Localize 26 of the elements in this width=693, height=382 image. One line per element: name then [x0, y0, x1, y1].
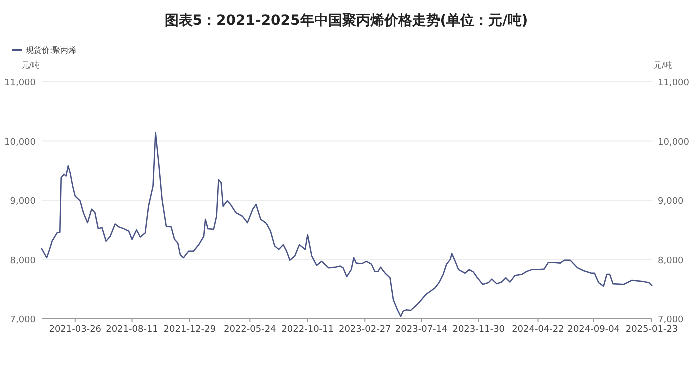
xtick: 2025-01-23 — [626, 325, 678, 335]
ylabel: 元/吨 — [21, 61, 40, 70]
legend: 现货价:聚丙烯 — [12, 46, 77, 55]
ytick: 11,000 — [4, 78, 36, 88]
y2tick: 7,000 — [658, 316, 684, 326]
ytick: 10,000 — [4, 138, 36, 148]
legend-label: 现货价:聚丙烯 — [26, 46, 77, 55]
xtick: 2024-04-22 — [512, 325, 564, 335]
title: 图表5：2021-2025年中国聚丙烯价格走势(单位：元/吨) — [164, 13, 528, 29]
y2label: 元/吨 — [654, 61, 673, 70]
xtick: 2023-07-14 — [395, 325, 448, 335]
xtick: 2021-08-11 — [106, 325, 158, 335]
y2tick: 9,000 — [658, 197, 684, 207]
y2tick: 10,000 — [658, 138, 690, 148]
ytick: 8,000 — [10, 256, 36, 266]
ytick: 7,000 — [10, 316, 36, 326]
ytick: 9,000 — [10, 197, 36, 207]
y2tick: 11,000 — [658, 78, 690, 88]
xtick: 2021-12-29 — [164, 325, 216, 335]
xtick: 2023-11-30 — [452, 325, 506, 335]
xtick: 2021-03-26 — [49, 325, 102, 335]
xtick: 2022-10-11 — [282, 325, 334, 335]
y2tick: 8,000 — [658, 256, 684, 266]
xtick: 2022-05-24 — [224, 325, 276, 335]
xtick: 2023-02-27 — [338, 325, 392, 335]
xtick: 2024-09-04 — [568, 325, 620, 335]
